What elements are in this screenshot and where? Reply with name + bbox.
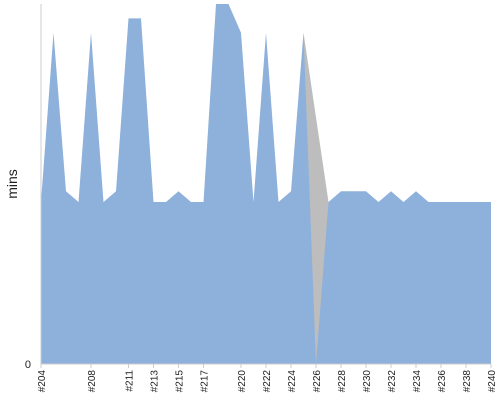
x-tick-label: #220 — [237, 370, 248, 393]
x-tick-label: #213 — [150, 370, 161, 393]
x-tick-label: #238 — [462, 370, 473, 393]
x-tick-label: #208 — [87, 370, 98, 393]
x-tick-label: #211 — [125, 370, 136, 392]
x-tick-label: #236 — [437, 370, 448, 393]
y-axis-title: mins — [4, 169, 20, 199]
x-tick-label: #230 — [362, 370, 373, 393]
x-tick-label: #228 — [337, 370, 348, 393]
x-tick-label: #224 — [287, 370, 298, 393]
y-tick-label: 0 — [25, 359, 31, 371]
x-tick-label: #222 — [262, 370, 273, 393]
x-tick-label: #226 — [312, 370, 323, 393]
x-tick-label: #234 — [412, 370, 423, 393]
x-tick-label: #240 — [487, 370, 498, 393]
x-tick-label: #215 — [175, 370, 186, 393]
x-tick-label: #217 — [200, 370, 211, 393]
duration-area — [41, 4, 491, 364]
x-tick-label: #204 — [37, 370, 48, 393]
x-tick-label: #232 — [387, 370, 398, 393]
